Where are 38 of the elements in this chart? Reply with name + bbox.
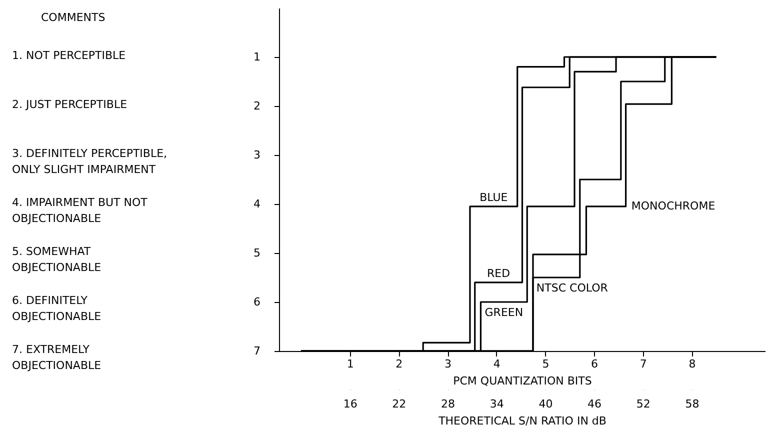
series-label: NTSC COLOR [536,281,608,294]
y-tick-label: 1 [254,50,260,64]
x2-axis-title: THEORETICAL S/N RATIO IN dB [438,414,606,428]
x-tick-label: 2 [396,358,403,370]
y-tick-label: 3 [254,148,260,162]
text: 5. SOMEWHAT OBJECTIONABLE [12,245,102,274]
text: 3. DEFINITELY PERCEPTIBLE, ONLY SLIGHT IMPAIRMENT [12,147,168,176]
y-tick-label: 5 [254,246,260,260]
x2-tick-label: 28 [441,398,456,410]
series-label: BLUE [480,191,508,204]
text: 4. IMPAIRMENT BUT NOT OBJECTIONABLE [12,196,148,225]
series-label: RED [487,267,510,280]
text: 2. JUST PERCEPTIBLE [12,98,128,111]
x2-tick-label: 22 [392,398,406,410]
x2-tick-label: 52 [636,398,650,410]
x-tick-label: 1 [346,358,354,370]
y-tick-label: 4 [254,198,260,210]
x-axis-title: PCM QUANTIZATION BITS [453,374,592,388]
x-tick-label: 4 [493,358,500,370]
x2-tick-label: 46 [588,398,602,410]
y-tick-label: 6 [254,296,260,308]
series-label: MONOCHROME [631,199,716,212]
y-tick-label: 7 [254,344,260,358]
text: COMMENTS [41,10,106,24]
x-tick-label: 3 [444,358,452,370]
x2-tick-label: 58 [685,398,700,410]
x2-tick-label: 34 [490,398,504,410]
x-tick-label: 7 [640,358,647,370]
x-tick-label: 6 [591,358,598,370]
x2-tick-label: 16 [343,398,358,410]
y-tick-label: 2 [254,100,260,112]
x2-tick-label: 40 [538,398,553,410]
series-label: GREEN [484,306,524,319]
text: 1. NOT PERCEPTIBLE [12,49,126,62]
x-tick-label: 5 [542,358,550,370]
text: 7. EXTREMELY OBJECTIONABLE [12,343,102,372]
text: 6. DEFINITELY OBJECTIONABLE [12,294,102,323]
x-tick-label: 8 [688,358,696,370]
